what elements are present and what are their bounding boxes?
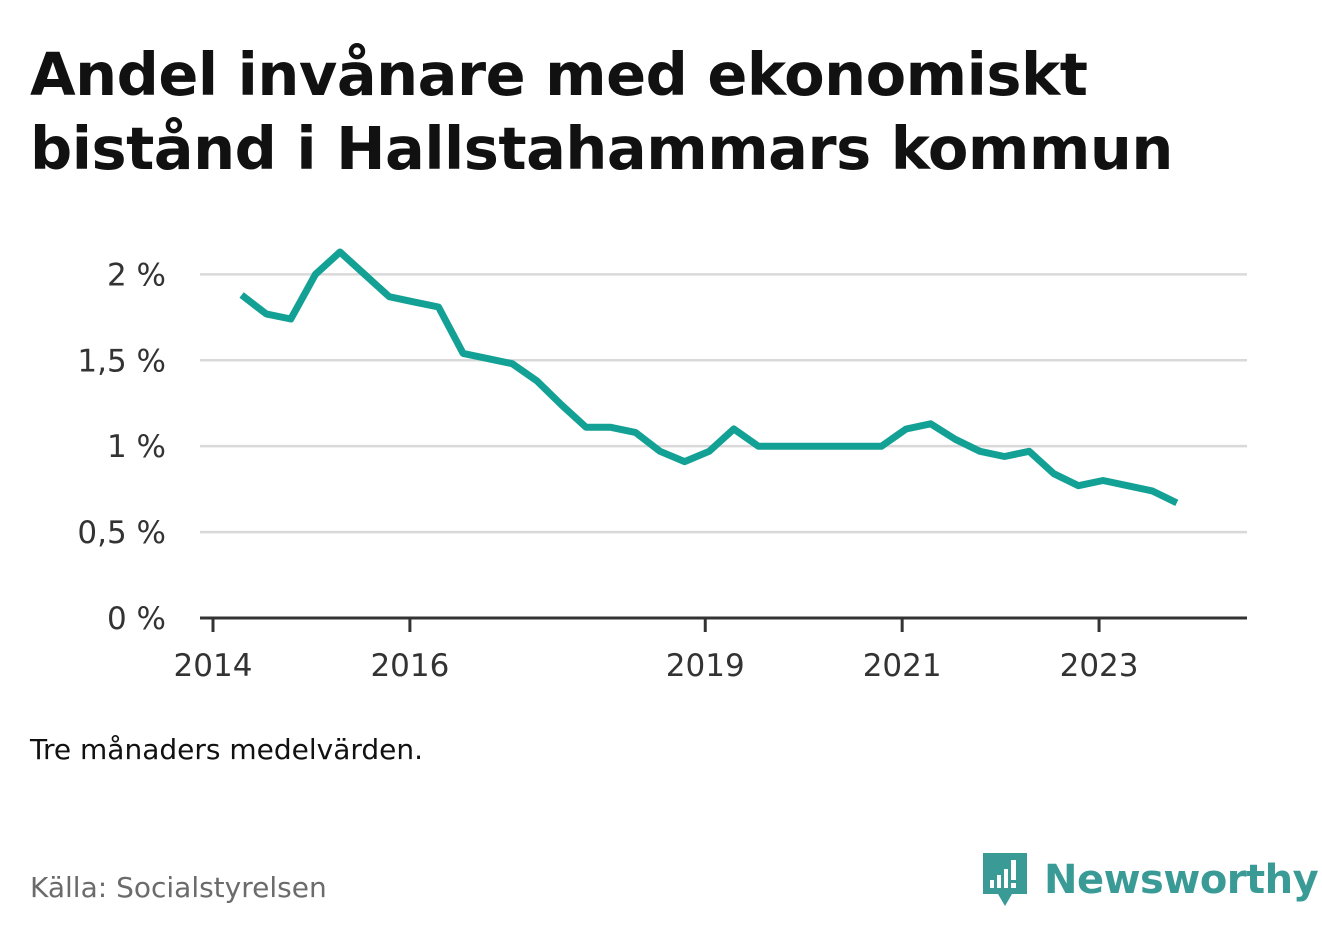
y-tick-label: 0 % bbox=[107, 601, 166, 637]
y-tick-label: 1 % bbox=[107, 429, 166, 465]
chart-note: Tre månaders medelvärden. bbox=[30, 733, 424, 766]
source-credit: Källa: Socialstyrelsen bbox=[30, 871, 327, 904]
brand-name: Newsworthy bbox=[1044, 857, 1319, 903]
y-tick-label: 0,5 % bbox=[77, 515, 166, 551]
axes: 0 % 0,5 % 1 % 1,5 % 2 % 2014 2016 2019 2021 2023 bbox=[77, 257, 1247, 684]
bar-chart-speech-bubble-icon bbox=[983, 853, 1027, 906]
x-tick-label: 2014 bbox=[174, 648, 253, 684]
x-tick-label: 2016 bbox=[370, 648, 449, 684]
series-layer bbox=[239, 248, 1179, 507]
brand-logo: Newsworthy bbox=[980, 850, 1319, 910]
x-tick-label: 2021 bbox=[863, 648, 942, 684]
y-tick-label: 2 % bbox=[107, 257, 166, 293]
series-line bbox=[239, 248, 1179, 507]
gridlines bbox=[200, 273, 1247, 534]
x-tick-label: 2019 bbox=[666, 648, 745, 684]
x-tick-label: 2023 bbox=[1060, 648, 1139, 684]
y-tick-label: 1,5 % bbox=[77, 343, 166, 379]
chart-title: Andel invånare med ekonomiskt bistånd i … bbox=[30, 40, 1173, 183]
